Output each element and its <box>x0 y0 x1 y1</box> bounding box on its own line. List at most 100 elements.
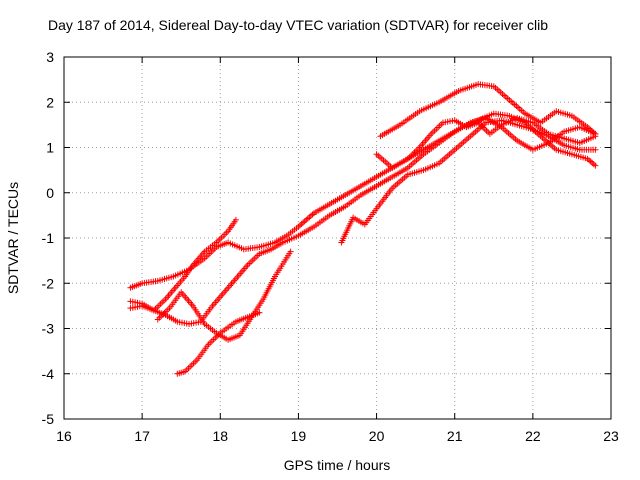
track-markers <box>375 187 394 210</box>
track-markers <box>164 313 179 324</box>
y-tick-label: 3 <box>46 49 54 65</box>
track-markers <box>352 179 370 193</box>
track-markers <box>238 316 254 337</box>
track-markers <box>563 142 581 153</box>
track-markers <box>129 281 144 290</box>
series-track-5 <box>154 248 294 343</box>
track-markers <box>227 240 245 252</box>
track-markers <box>226 218 238 233</box>
track-markers <box>422 141 441 156</box>
track-markers <box>555 147 573 157</box>
track-markers <box>524 111 542 125</box>
track-markers <box>156 306 171 321</box>
track-markers <box>359 184 378 197</box>
x-tick-label: 16 <box>56 428 72 444</box>
x-tick-label: 22 <box>525 428 541 444</box>
track-markers <box>375 152 394 170</box>
track-markers <box>516 122 534 132</box>
track-markers <box>539 134 558 152</box>
track-markers <box>438 89 460 105</box>
track-markers <box>453 134 472 152</box>
data-layer <box>127 81 599 377</box>
track-markers <box>227 333 241 343</box>
track-markers <box>391 166 409 179</box>
track-markers <box>465 120 480 130</box>
track-markers <box>418 132 433 149</box>
track-markers <box>570 114 589 129</box>
track-markers <box>203 245 218 260</box>
x-tick-label: 17 <box>134 428 150 444</box>
y-tick-label: -3 <box>42 321 55 337</box>
y-axis-label: SDTVAR / TECUs <box>5 182 21 294</box>
track-markers <box>152 297 167 312</box>
track-markers <box>222 277 238 294</box>
track-markers <box>406 146 421 161</box>
track-markers <box>532 140 550 152</box>
series-track-4 <box>127 216 239 314</box>
track-markers <box>258 247 273 257</box>
y-tick-label: 0 <box>46 185 54 201</box>
track-markers <box>390 173 410 190</box>
data-point <box>232 216 239 223</box>
track-markers <box>176 369 187 377</box>
track-markers <box>234 314 249 324</box>
track-markers <box>579 134 597 145</box>
y-tick-label: -5 <box>42 411 55 427</box>
track-markers <box>418 100 440 114</box>
x-tick-label: 21 <box>447 428 463 444</box>
track-markers <box>234 263 250 280</box>
track-markers <box>422 161 440 173</box>
track-markers <box>414 143 433 157</box>
track-markers <box>297 224 316 238</box>
track-markers <box>457 81 479 94</box>
track-markers <box>203 241 218 254</box>
track-markers <box>492 84 511 102</box>
track-markers <box>571 151 589 162</box>
track-markers <box>476 121 492 136</box>
track-markers <box>297 218 308 229</box>
track-markers <box>429 121 445 136</box>
track-markers <box>157 274 175 284</box>
track-markers <box>539 109 558 125</box>
track-markers <box>531 121 550 136</box>
track-markers <box>324 197 339 209</box>
track-markers <box>547 131 565 141</box>
x-tick-label: 18 <box>212 428 228 444</box>
track-markers <box>344 193 362 208</box>
track-markers <box>563 124 581 134</box>
track-markers <box>215 331 230 342</box>
track-markers <box>273 250 293 278</box>
track-markers <box>270 240 284 252</box>
track-markers <box>555 108 573 119</box>
track-markers <box>586 157 597 168</box>
track-markers <box>379 123 402 139</box>
track-markers <box>399 109 421 127</box>
track-markers <box>141 301 155 313</box>
track-markers <box>191 304 207 325</box>
y-tick-label: 2 <box>46 94 54 110</box>
track-markers <box>273 233 288 245</box>
y-tick-label: -1 <box>42 230 55 246</box>
track-markers <box>516 138 534 152</box>
track-markers <box>246 252 261 267</box>
track-markers <box>215 229 230 244</box>
data-point <box>287 248 294 255</box>
track-markers <box>407 167 425 177</box>
y-tick-label: 1 <box>46 140 54 156</box>
track-markers <box>508 98 527 116</box>
track-markers <box>304 211 316 222</box>
track-markers <box>438 130 456 145</box>
y-tick-label: -4 <box>42 366 55 382</box>
y-tick-label: -2 <box>42 275 55 291</box>
track-markers <box>406 152 425 170</box>
x-tick-label: 19 <box>291 428 307 444</box>
track-markers <box>258 240 276 250</box>
track-markers <box>391 156 409 170</box>
track-markers <box>175 275 187 287</box>
track-markers <box>183 358 199 373</box>
track-markers <box>500 125 519 143</box>
chart-title: Day 187 of 2014, Sidereal Day-to-day VTE… <box>48 17 548 33</box>
